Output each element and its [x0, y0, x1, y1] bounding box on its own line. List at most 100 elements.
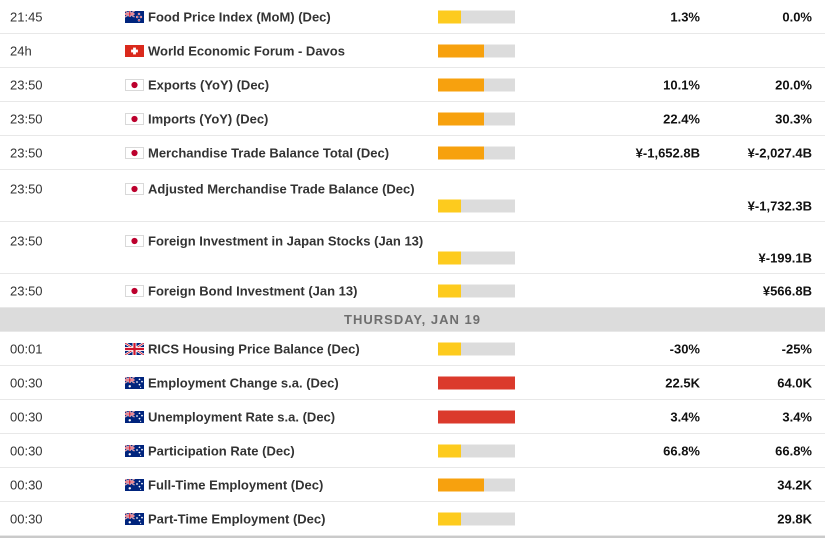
previous-value: 3.4%	[782, 409, 812, 424]
event-title[interactable]: World Economic Forum - Davos	[148, 43, 345, 58]
event-time: 24h	[10, 43, 32, 58]
event-title[interactable]: Foreign Bond Investment (Jan 13)	[148, 283, 358, 298]
flag-jp-icon	[125, 235, 144, 247]
forecast-value: -30%	[669, 341, 700, 356]
forecast-value: 22.4%	[663, 111, 700, 126]
importance-bar-fill	[438, 512, 461, 525]
calendar-row: 00:30 Unemployment Rate s.a. (Dec) 3.4% 3.4…	[0, 400, 825, 434]
previous-value: 29.8K	[777, 511, 812, 526]
event-time: 00:30	[10, 375, 43, 390]
calendar-row: 23:50 Imports (YoY) (Dec) 22.4% 30.3%	[0, 102, 825, 136]
importance-bar-fill	[438, 146, 484, 159]
day-separator: THURSDAY, JAN 19	[0, 308, 825, 332]
importance-bar-fill	[438, 78, 484, 91]
previous-value: 30.3%	[775, 111, 812, 126]
importance-bar-fill	[438, 10, 461, 23]
importance-bar-fill	[438, 444, 461, 457]
calendar-row: 23:50 Adjusted Merchandise Trade Balance …	[0, 170, 825, 222]
event-title[interactable]: Merchandise Trade Balance Total (Dec)	[148, 145, 390, 160]
flag-au-icon	[125, 376, 144, 389]
calendar-row: 23:50 Exports (YoY) (Dec) 10.1% 20.0%	[0, 68, 825, 102]
calendar-row: 00:30 Part-Time Employment (Dec) 29.8K	[0, 502, 825, 536]
event-time: 23:50	[10, 145, 43, 160]
importance-bar	[438, 251, 515, 265]
forecast-value: 66.8%	[663, 443, 700, 458]
calendar-row: 23:50 Foreign Bond Investment (Jan 13) ¥56…	[0, 274, 825, 308]
importance-bar	[438, 478, 515, 491]
previous-value: -25%	[781, 341, 812, 356]
event-time: 00:30	[10, 443, 43, 458]
calendar-row: 00:30 Full-Time Employment (Dec) 34.2K	[0, 468, 825, 502]
flag-jp-icon	[125, 146, 144, 159]
event-title[interactable]: Adjusted Merchandise Trade Balance (Dec)	[148, 181, 415, 197]
event-title[interactable]: Part-Time Employment (Dec)	[148, 511, 326, 526]
importance-bar	[438, 112, 515, 125]
importance-bar-fill	[438, 44, 484, 57]
flag-jp-icon	[125, 284, 144, 297]
calendar-row: 21:45 Food Price Index (MoM) (Dec) 1.3% 0.0…	[0, 0, 825, 34]
forecast-value: 10.1%	[663, 77, 700, 92]
calendar-row: 00:30 Participation Rate (Dec) 66.8% 66.8%	[0, 434, 825, 468]
event-time: 23:50	[10, 181, 43, 197]
calendar-row: 24h World Economic Forum - Davos	[0, 34, 825, 68]
flag-ch-icon	[125, 44, 144, 57]
importance-bar	[438, 78, 515, 91]
event-title[interactable]: Employment Change s.a. (Dec)	[148, 375, 339, 390]
event-title[interactable]: Participation Rate (Dec)	[148, 443, 295, 458]
flag-nz-icon	[125, 10, 144, 23]
importance-bar-fill	[438, 284, 461, 297]
importance-bar-fill	[438, 251, 461, 265]
event-title[interactable]: Imports (YoY) (Dec)	[148, 111, 269, 126]
event-time: 23:50	[10, 111, 43, 126]
previous-value: ¥-199.1B	[758, 250, 812, 266]
importance-bar	[438, 512, 515, 525]
importance-bar	[438, 10, 515, 23]
importance-bar	[438, 376, 515, 389]
previous-value: 20.0%	[775, 77, 812, 92]
flag-au-icon	[125, 512, 144, 525]
importance-bar	[438, 284, 515, 297]
importance-bar	[438, 199, 515, 213]
event-time: 21:45	[10, 9, 43, 24]
previous-value: ¥-1,732.3B	[747, 198, 812, 214]
importance-bar	[438, 444, 515, 457]
calendar-row: 00:01 RICS Housing Price Balance (Dec) -30…	[0, 332, 825, 366]
importance-bar-fill	[438, 342, 461, 355]
calendar-row: 00:30 Employment Change s.a. (Dec) 22.5K 64…	[0, 366, 825, 400]
importance-bar	[438, 146, 515, 159]
calendar-row: 23:50 Foreign Investment in Japan Stocks …	[0, 222, 825, 274]
importance-bar-fill	[438, 199, 461, 213]
event-title[interactable]: RICS Housing Price Balance (Dec)	[148, 341, 360, 356]
previous-value: 64.0K	[777, 375, 812, 390]
importance-bar	[438, 410, 515, 423]
forecast-value: ¥-1,652.8B	[635, 145, 700, 160]
importance-bar-fill	[438, 410, 515, 423]
importance-bar-fill	[438, 112, 484, 125]
event-title[interactable]: Food Price Index (MoM) (Dec)	[148, 9, 331, 24]
event-time: 23:50	[10, 233, 43, 249]
event-time: 00:30	[10, 409, 43, 424]
previous-value: 66.8%	[775, 443, 812, 458]
forecast-value: 3.4%	[670, 409, 700, 424]
event-title[interactable]: Foreign Investment in Japan Stocks (Jan …	[148, 233, 424, 249]
event-title[interactable]: Unemployment Rate s.a. (Dec)	[148, 409, 336, 424]
event-title[interactable]: Exports (YoY) (Dec)	[148, 77, 270, 92]
event-time: 23:50	[10, 77, 43, 92]
flag-au-icon	[125, 410, 144, 423]
importance-bar	[438, 342, 515, 355]
event-time: 00:01	[10, 341, 43, 356]
previous-value: ¥-2,027.4B	[747, 145, 812, 160]
importance-bar-fill	[438, 376, 515, 389]
importance-bar	[438, 44, 515, 57]
flag-jp-icon	[125, 183, 144, 195]
flag-jp-icon	[125, 112, 144, 125]
event-time: 00:30	[10, 477, 43, 492]
event-time: 23:50	[10, 283, 43, 298]
previous-value: ¥566.8B	[762, 283, 812, 298]
event-time: 00:30	[10, 511, 43, 526]
previous-value: 34.2K	[777, 477, 812, 492]
event-title[interactable]: Full-Time Employment (Dec)	[148, 477, 324, 492]
flag-jp-icon	[125, 78, 144, 91]
forecast-value: 1.3%	[670, 9, 700, 24]
